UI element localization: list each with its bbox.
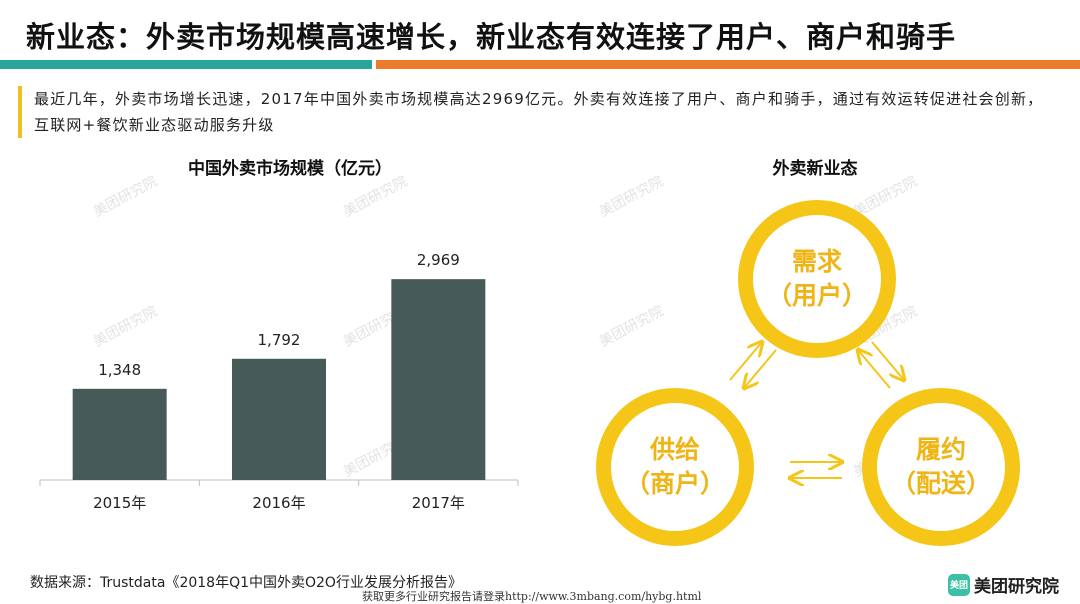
title-underline-orange: [376, 60, 1080, 69]
bar-2016年: [232, 358, 326, 480]
node-fulfillment-delivery: 履约 （配送）: [862, 388, 1020, 546]
data-source: 数据来源：Trustdata《2018年Q1中国外卖O2O行业发展分析报告》: [30, 575, 462, 591]
brand: 美团 美团研究院: [948, 572, 1059, 597]
arrow-merchant-delivery: [790, 462, 842, 478]
intro-text: 最近几年，外卖市场增长迅速，2017年中国外卖市场规模高达2969亿元。外卖有效…: [34, 90, 1044, 134]
x-tick-label: 2015年: [93, 494, 146, 512]
bar-2015年: [72, 388, 167, 480]
node-demand-user: 需求 （用户）: [738, 200, 896, 358]
bar-value-label: 1,348: [98, 361, 141, 379]
bar-value-label: 2,969: [417, 251, 460, 269]
arrow-user-merchant: [729, 342, 777, 388]
diagram-title: 外卖新业态: [772, 159, 858, 179]
node-supply-merchant: 供给 （商户）: [596, 388, 754, 546]
node-fulfillment-label: 履约: [915, 435, 966, 464]
x-tick-label: 2016年: [252, 494, 305, 512]
x-tick-label: 2017年: [412, 494, 465, 512]
intro-accent-bar: [18, 86, 22, 138]
meituan-logo-icon: 美团: [948, 573, 970, 596]
chart-title: 中国外卖市场规模（亿元）: [188, 159, 392, 179]
title-underline-teal: [0, 60, 372, 69]
brand-name: 美团研究院: [974, 577, 1059, 597]
page-title: 新业态：外卖市场规模高速增长，新业态有效连接了用户、商户和骑手: [26, 20, 957, 54]
footer-link-note: 获取更多行业研究报告请登录http://www.3mbang.com/hybg.…: [362, 590, 702, 603]
node-fulfillment-sub: （配送）: [890, 469, 991, 498]
node-supply-label: 供给: [649, 435, 700, 464]
node-demand-label: 需求: [791, 247, 842, 276]
node-demand-sub: （用户）: [766, 281, 867, 310]
bar-2017年: [391, 279, 486, 480]
node-supply-sub: （商户）: [624, 469, 725, 498]
bar-value-label: 1,792: [258, 331, 301, 349]
arrow-user-delivery: [858, 341, 904, 389]
